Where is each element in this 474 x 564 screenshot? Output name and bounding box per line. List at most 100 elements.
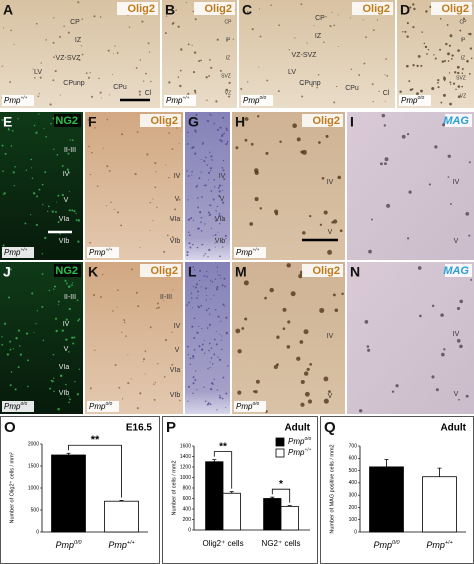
cell: [154, 161, 157, 165]
x-tick-label: Pmp+/+: [426, 540, 452, 550]
cell: [44, 171, 47, 174]
cell: [169, 218, 171, 220]
cell: [197, 295, 199, 297]
cell: [331, 11, 333, 13]
cell: [9, 348, 12, 351]
cell: [458, 398, 460, 401]
cell: [269, 287, 274, 293]
cell: [193, 89, 197, 93]
cell: [416, 92, 419, 96]
cell: [139, 246, 141, 248]
cell: [35, 131, 38, 134]
cell: [118, 386, 121, 389]
cell: [134, 172, 137, 176]
cell: [30, 158, 33, 161]
cell: [53, 56, 55, 59]
region-label: IV: [174, 173, 181, 180]
cell: [13, 184, 15, 187]
cell: [409, 88, 413, 92]
cell: [225, 237, 227, 240]
cell: [154, 186, 157, 189]
region-label: V: [328, 393, 333, 400]
cell: [77, 240, 80, 243]
cell: [277, 90, 280, 93]
cell: [468, 234, 471, 237]
cell: [91, 151, 93, 154]
cell: [223, 277, 226, 280]
cell: [147, 42, 150, 45]
stain-label: Olig2: [204, 3, 232, 15]
legend-label: Pmp+/+: [288, 447, 312, 457]
cell: [225, 127, 228, 130]
genotype-label: Pmp+/+: [166, 95, 190, 105]
cell: [214, 338, 216, 341]
panel-letter: F: [88, 114, 97, 130]
cell: [237, 390, 242, 395]
cell: [219, 396, 222, 399]
cell: [55, 329, 58, 333]
cell: [273, 209, 279, 214]
cell: [194, 121, 197, 123]
cell: [221, 397, 224, 400]
cell: [185, 1, 187, 3]
cell: [213, 353, 216, 356]
cell: [157, 363, 159, 365]
cell: [218, 358, 222, 361]
cell: [179, 84, 182, 88]
cell: [36, 310, 38, 312]
genotype-base: Pmp: [401, 96, 418, 105]
cell: [67, 31, 70, 34]
cell: [222, 376, 225, 379]
cell: [152, 220, 154, 222]
cell: [435, 388, 439, 392]
cell: [105, 205, 107, 207]
cell: [205, 309, 208, 312]
cell: [65, 383, 67, 386]
region-label: V: [454, 238, 459, 245]
cell: [191, 44, 193, 46]
y-tick-label: 1400: [180, 454, 191, 460]
cell: [431, 87, 435, 91]
cell: [254, 197, 259, 202]
cell: [212, 198, 215, 201]
cell: [252, 390, 256, 393]
cell: [313, 25, 315, 27]
cell: [213, 217, 215, 219]
micrograph-panel: E NG2 II-III IV V VIa VIb: [0, 112, 83, 260]
y-tick-label: 2000: [28, 441, 39, 447]
region-label: IV: [174, 323, 181, 330]
cell: [434, 145, 438, 149]
cell: [187, 353, 190, 356]
stain-label: MAG: [443, 265, 469, 277]
cell: [209, 279, 212, 282]
cell: [192, 357, 194, 360]
genotype-base: Pmp: [4, 96, 21, 105]
stain-box: [194, 2, 235, 15]
cell: [178, 198, 181, 201]
cell: [216, 271, 218, 273]
y-tick-label: 1500: [28, 463, 39, 469]
cell: [270, 4, 272, 6]
stain-box: [445, 264, 472, 277]
cell: [152, 198, 154, 200]
cell: [421, 31, 423, 33]
significance-label: *: [279, 479, 283, 490]
cell: [27, 359, 30, 362]
cell: [49, 387, 52, 390]
cell: [153, 398, 156, 401]
cell: [190, 119, 192, 122]
cell: [192, 243, 194, 246]
cell: [222, 133, 224, 136]
micrograph-panel: J NG2 II-III IV V VIa VIb: [0, 262, 83, 414]
cell: [144, 373, 146, 375]
cell: [2, 194, 4, 196]
cell: [431, 304, 435, 308]
cell: [1, 65, 3, 67]
cell: [196, 389, 198, 391]
cell: [69, 398, 71, 401]
cell: [221, 246, 224, 248]
cell: [384, 100, 386, 102]
cell: [192, 266, 195, 268]
cell: [78, 58, 81, 61]
cell: [94, 127, 96, 129]
